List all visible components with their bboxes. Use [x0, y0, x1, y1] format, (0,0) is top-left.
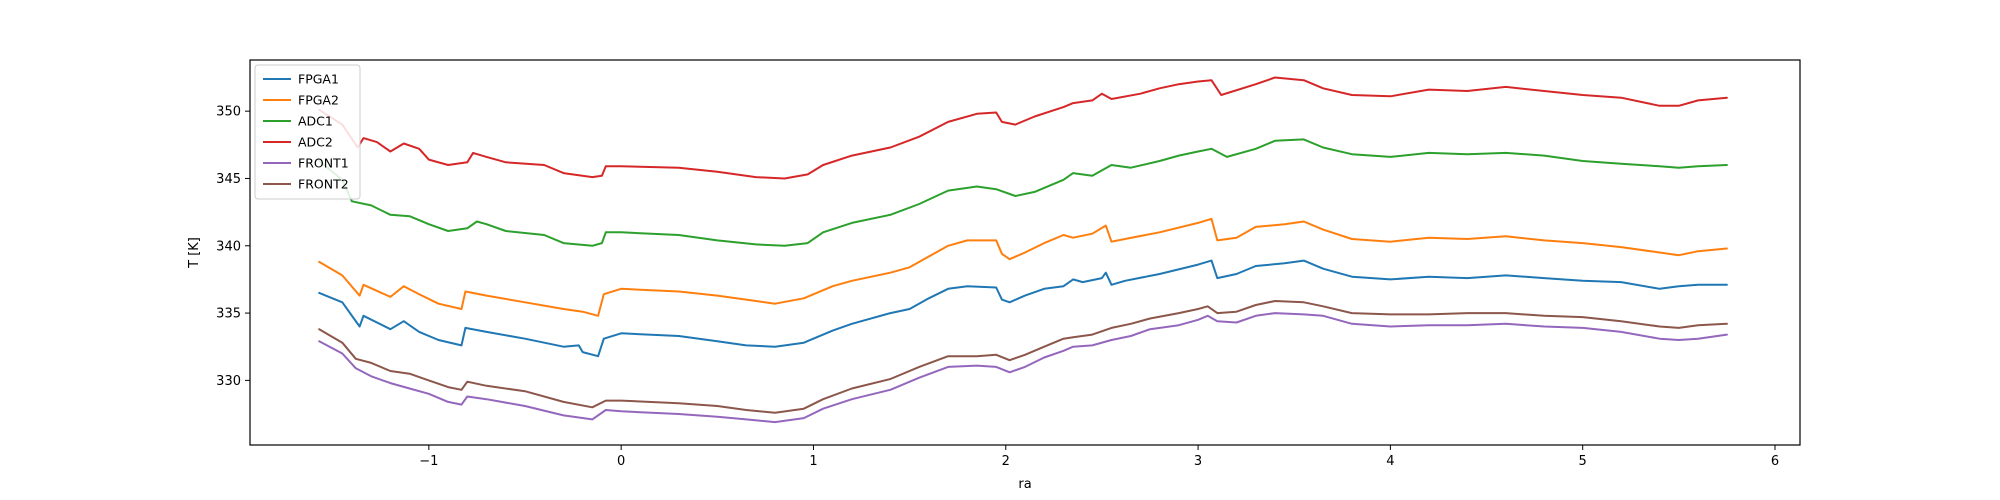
legend-label-front1: FRONT1 — [298, 156, 349, 171]
legend-label-adc1: ADC1 — [298, 114, 333, 129]
series-line-fpga2 — [318, 217, 1728, 317]
x-tick-label: 1 — [809, 454, 817, 469]
x-tick-label: 3 — [1194, 454, 1202, 469]
x-tick-label: 2 — [1002, 454, 1010, 469]
x-axis-label: ra — [1018, 477, 1031, 492]
x-tick-label: 6 — [1771, 454, 1779, 469]
y-axis-ticks: 330 335 340 345 350 — [216, 105, 250, 389]
x-tick-label: 5 — [1579, 454, 1587, 469]
y-axis-label: T [K] — [187, 237, 202, 269]
y-tick-label: 350 — [216, 105, 241, 120]
series-line-adc2 — [318, 76, 1728, 180]
x-tick-label: −1 — [419, 454, 438, 469]
x-tick-label: 0 — [617, 454, 625, 469]
legend-label-front2: FRONT2 — [298, 177, 349, 192]
legend-box — [254, 64, 361, 200]
plot-frame — [249, 59, 1801, 446]
y-tick-label: 345 — [216, 172, 241, 187]
legend-label-fpga2: FPGA2 — [298, 93, 339, 108]
legend-label-fpga1: FPGA1 — [298, 72, 339, 87]
legend: FPGA1 FPGA2 ADC1 ADC2 FRONT1 FRONT2 — [254, 64, 361, 200]
series-line-fpga1 — [318, 259, 1728, 358]
x-axis-ticks: −1 0 1 2 3 4 5 6 — [419, 445, 1779, 469]
y-tick-label: 335 — [216, 307, 241, 322]
series-line-adc1 — [318, 138, 1728, 247]
y-tick-label: 340 — [216, 239, 241, 254]
series-lines — [318, 76, 1728, 424]
series-line-front2 — [318, 300, 1728, 414]
y-tick-label: 330 — [216, 374, 241, 389]
series-line-front1 — [318, 312, 1728, 424]
x-tick-label: 4 — [1386, 454, 1394, 469]
legend-label-adc2: ADC2 — [298, 135, 333, 150]
